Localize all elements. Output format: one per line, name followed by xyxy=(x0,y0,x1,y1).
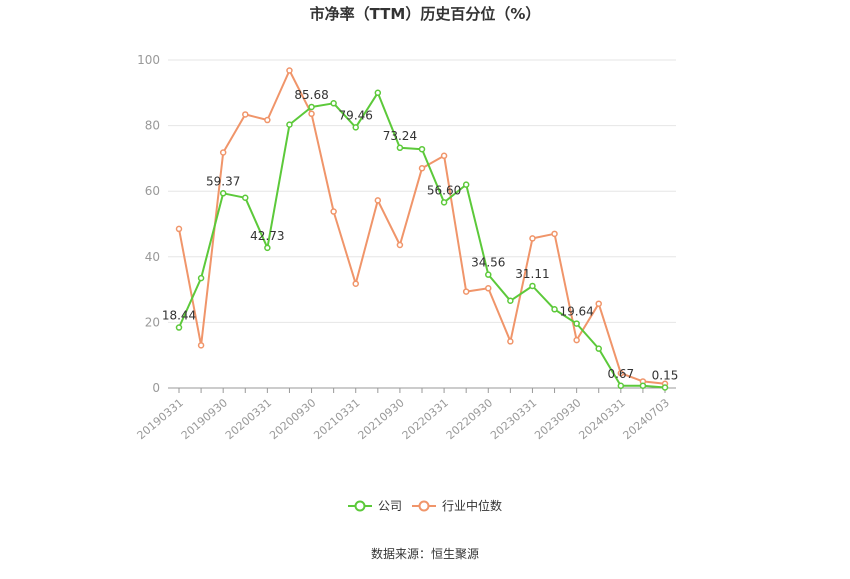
data-point xyxy=(197,274,205,282)
data-point xyxy=(352,280,359,287)
data-point xyxy=(396,241,404,249)
data-point xyxy=(418,164,426,172)
y-tick-label: 0 xyxy=(152,381,160,395)
x-tick-label: 20210331 xyxy=(311,396,362,442)
series-0 xyxy=(175,89,669,391)
legend-label: 公司 xyxy=(378,499,402,513)
data-label: 73.24 xyxy=(383,129,417,143)
data-point xyxy=(374,197,382,204)
legend-marker xyxy=(354,500,366,512)
x-tick-label: 20240331 xyxy=(576,396,627,442)
data-point xyxy=(485,285,492,292)
data-point xyxy=(286,67,293,74)
source-note: 数据来源：恒生聚源 xyxy=(371,546,479,561)
data-label: 42.73 xyxy=(250,229,284,243)
data-point xyxy=(418,145,426,153)
data-point xyxy=(197,342,205,349)
data-point xyxy=(352,124,359,131)
grid-lines xyxy=(168,59,676,389)
data-point xyxy=(330,100,337,107)
data-point xyxy=(507,338,514,345)
y-tick-label: 80 xyxy=(145,119,160,133)
data-label: 19.64 xyxy=(559,305,593,319)
x-tick-label: 20190331 xyxy=(135,396,186,442)
legend-item-1[interactable]: 行业中位数 xyxy=(412,498,502,513)
data-point xyxy=(264,116,271,124)
data-point xyxy=(264,244,271,252)
data-point xyxy=(529,235,536,242)
series-layer xyxy=(175,67,669,391)
x-tick-label: 20220331 xyxy=(400,396,451,442)
data-point xyxy=(661,384,669,391)
legend[interactable]: 公司 行业中位数 xyxy=(348,498,502,513)
data-point xyxy=(219,149,227,156)
y-tick-label: 100 xyxy=(137,53,160,67)
series-1 xyxy=(175,67,669,387)
data-point xyxy=(175,324,183,331)
legend-label: 行业中位数 xyxy=(442,498,502,513)
x-tick-label: 20230331 xyxy=(488,396,539,442)
data-point xyxy=(308,103,315,111)
data-label: 0.15 xyxy=(652,369,679,383)
data-point xyxy=(396,144,404,152)
legend-item-0[interactable]: 公司 xyxy=(348,499,402,513)
data-label: 34.56 xyxy=(471,256,505,270)
x-tick-label: 20200930 xyxy=(267,396,318,442)
x-tick-label: 20190930 xyxy=(179,396,230,442)
data-labels: 18.44 59.37 42.73 85.68 79.46 73.24 56.60 34.56… xyxy=(162,88,679,383)
data-point xyxy=(242,194,249,202)
x-tick-label: 20240703 xyxy=(621,396,672,442)
y-tick-label: 60 xyxy=(145,184,160,198)
data-point xyxy=(595,345,602,352)
data-point xyxy=(242,111,249,118)
data-label: 59.37 xyxy=(206,174,240,188)
data-point xyxy=(617,382,625,390)
series-line xyxy=(178,69,666,385)
x-tick-label: 20220930 xyxy=(444,396,495,442)
data-point xyxy=(529,282,536,290)
data-label: 0.67 xyxy=(607,367,634,381)
data-point xyxy=(175,225,183,233)
data-point xyxy=(551,230,558,238)
data-point xyxy=(573,320,580,327)
data-point xyxy=(440,199,448,206)
y-axis: 0 20 40 60 80 100 xyxy=(137,53,160,395)
data-point xyxy=(462,288,470,295)
x-axis: 2019033120190930202003312020093020210331… xyxy=(135,388,672,442)
data-point xyxy=(286,121,293,128)
y-tick-label: 40 xyxy=(145,250,160,264)
legend-marker xyxy=(418,500,430,512)
data-point xyxy=(219,190,227,197)
data-label: 79.46 xyxy=(339,108,373,122)
data-point xyxy=(551,306,558,313)
data-point xyxy=(485,271,492,278)
x-tick-label: 20230930 xyxy=(532,396,583,442)
data-point xyxy=(639,382,647,389)
data-point xyxy=(374,89,382,97)
data-point xyxy=(595,300,602,307)
data-point xyxy=(462,181,470,188)
data-label: 56.60 xyxy=(427,183,461,197)
data-label: 85.68 xyxy=(294,88,328,102)
data-point xyxy=(440,152,448,160)
chart-title: 市净率（TTM）历史百分位（%） xyxy=(310,5,541,23)
y-tick-label: 20 xyxy=(145,315,160,329)
data-label: 18.44 xyxy=(162,309,196,323)
x-tick-label: 20200331 xyxy=(223,396,274,442)
data-label: 31.11 xyxy=(515,267,549,281)
data-point xyxy=(617,369,625,377)
data-point xyxy=(330,208,337,215)
x-tick-label: 20210930 xyxy=(356,396,407,442)
data-point xyxy=(308,110,315,118)
data-point xyxy=(507,297,514,305)
data-point xyxy=(573,336,580,344)
